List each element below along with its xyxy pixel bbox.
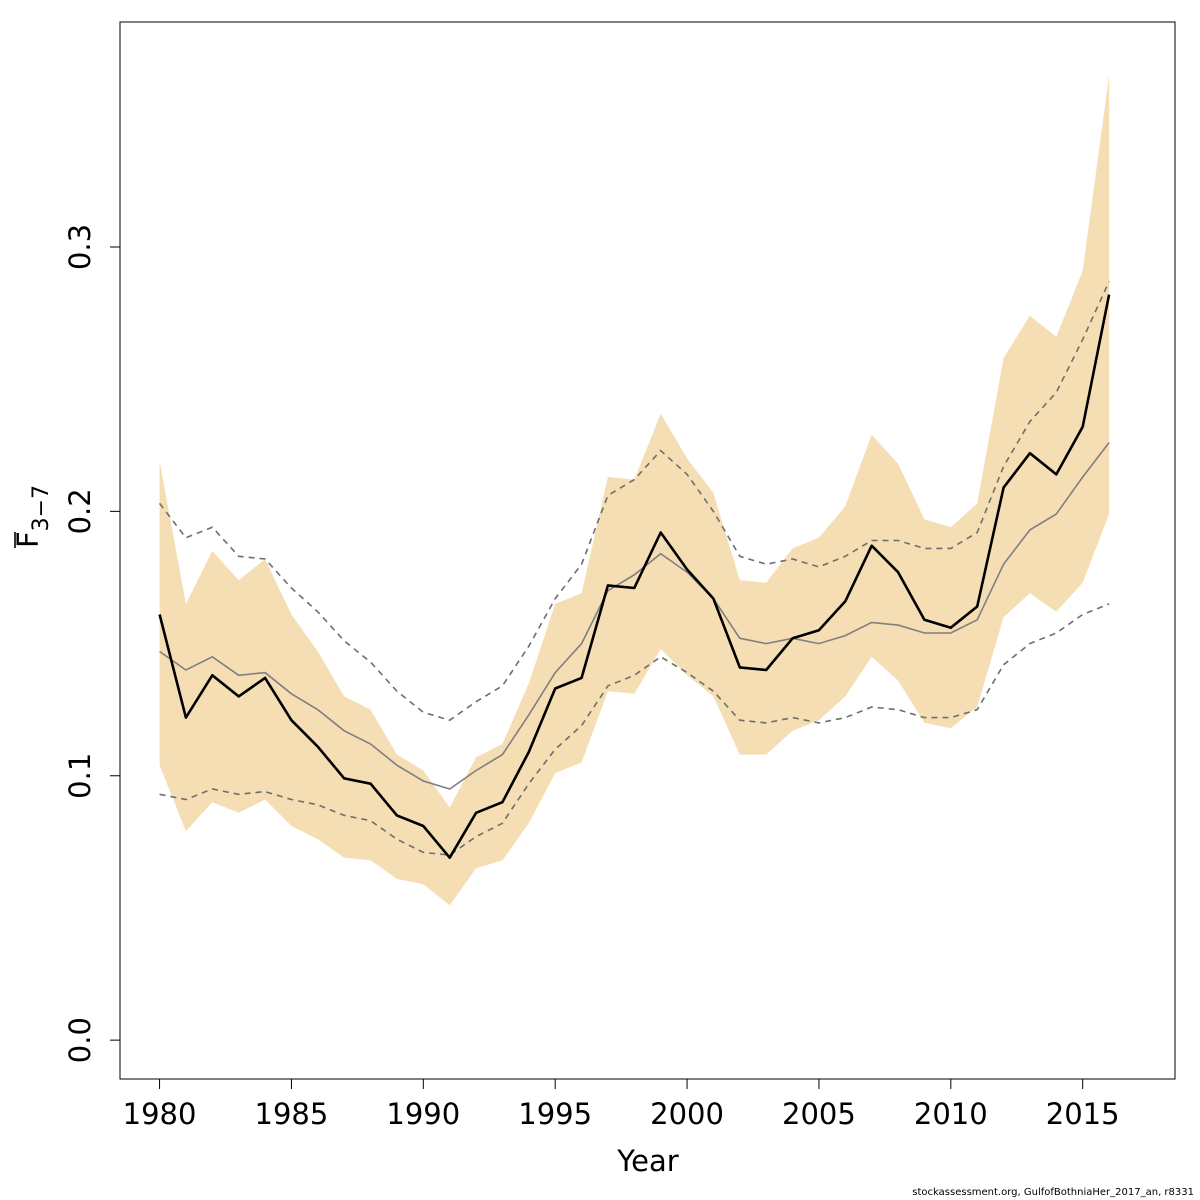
x-tick-label: 2010 <box>914 1097 988 1131</box>
x-tick-label: 1985 <box>255 1097 329 1131</box>
confidence-band <box>159 75 1110 906</box>
confidence-band-layer <box>159 75 1110 906</box>
series-line-median <box>159 442 1110 790</box>
y-axis-title: F3−7 <box>11 485 54 548</box>
x-axis: 1980 1985 1990 1995 2000 2005 2010 2015 <box>123 1078 1120 1131</box>
y-tick-label: 0.1 <box>63 753 97 799</box>
series-lines-layer <box>158 281 1111 860</box>
x-tick-label: 1990 <box>386 1097 460 1131</box>
x-tick-label: 2015 <box>1046 1097 1120 1131</box>
series-line-estimate <box>158 294 1111 860</box>
x-tick-label: 2000 <box>650 1097 724 1131</box>
y-tick-label: 0.3 <box>63 224 97 270</box>
x-tick-label: 1995 <box>518 1097 592 1131</box>
y-tick-label: 0.2 <box>63 488 97 534</box>
source-footer: stockassessment.org, GulfofBothniaHer_20… <box>912 1187 1194 1198</box>
y-tick-label: 0.0 <box>63 1017 97 1063</box>
x-tick-label: 2005 <box>782 1097 856 1131</box>
x-tick-label: 1980 <box>123 1097 197 1131</box>
y-axis: 0.0 0.1 0.2 0.3 <box>63 224 121 1063</box>
y-axis-title-main: F <box>11 531 45 548</box>
x-axis-title: Year <box>616 1144 678 1178</box>
series-line-upper-quantile <box>158 281 1110 722</box>
svg-text:F3−7: F3−7 <box>11 485 54 548</box>
y-axis-title-subscript: 3−7 <box>29 485 54 531</box>
